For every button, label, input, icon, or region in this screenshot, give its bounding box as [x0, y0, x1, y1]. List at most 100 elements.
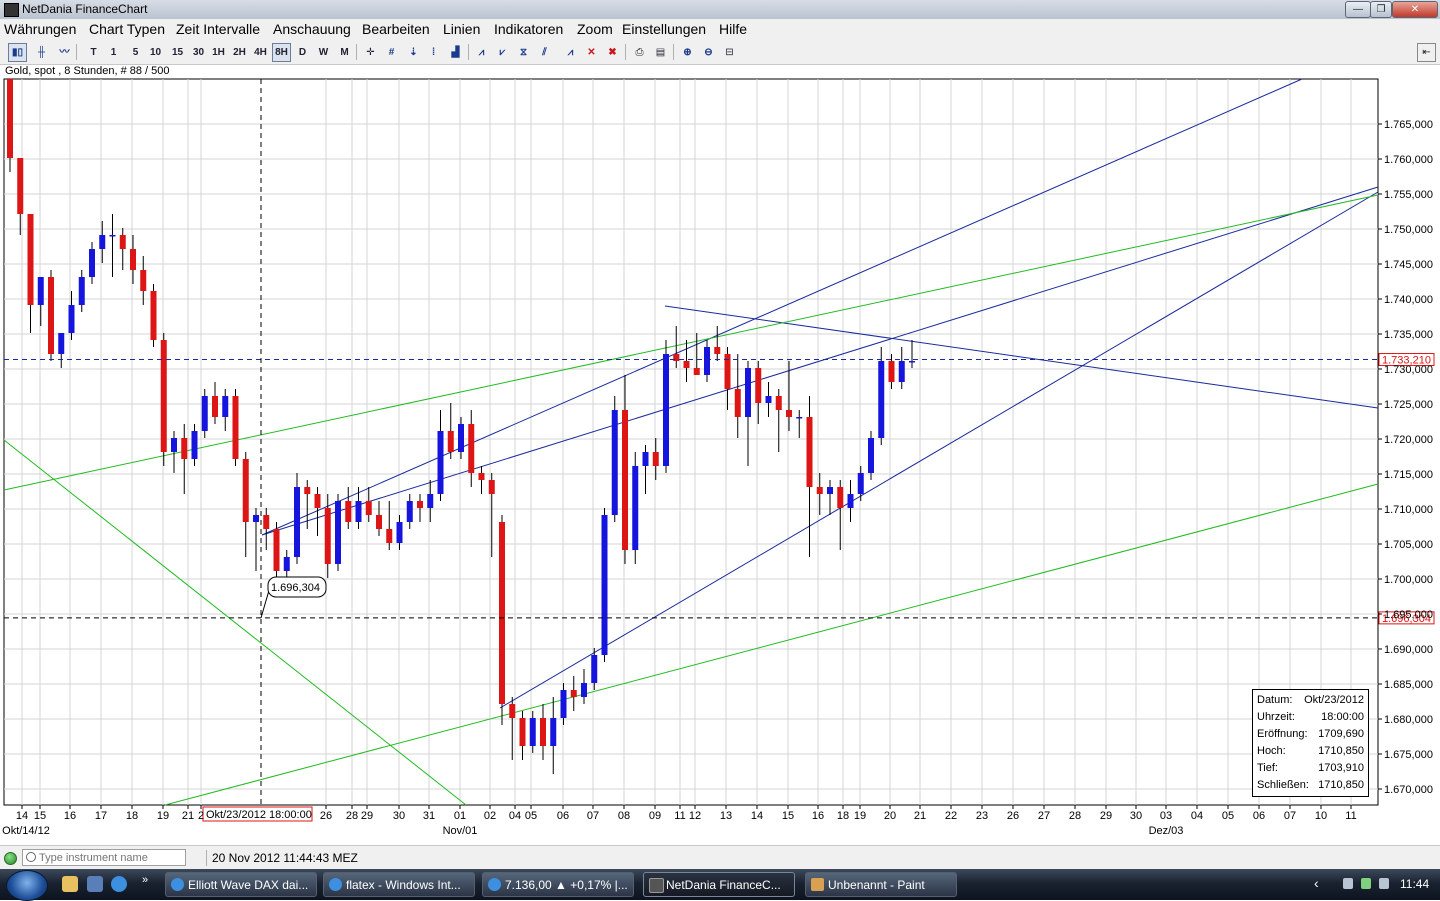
tray-app-icon[interactable]	[1361, 878, 1371, 889]
candle	[109, 214, 116, 277]
interval-button-15[interactable]: 15	[171, 47, 184, 58]
candle	[632, 452, 639, 564]
interval-button-2h[interactable]: 2H	[233, 47, 246, 58]
pin-toolbar-icon[interactable]: ⇤	[1417, 43, 1436, 62]
interval-button-4h[interactable]: 4H	[254, 47, 267, 58]
task-netdania[interactable]: NetDania FinanceC...	[643, 872, 795, 897]
fibonacci-icon[interactable]: ⧖	[519, 47, 528, 58]
network-icon[interactable]	[1343, 878, 1353, 889]
maximize-button[interactable]: ❐	[1370, 1, 1392, 18]
indicator-icon[interactable]: ▟	[451, 47, 460, 58]
print-preview-icon[interactable]: ▤	[655, 47, 666, 58]
explorer-icon[interactable]	[62, 876, 78, 892]
menu-hilfe[interactable]: Hilfe	[719, 21, 748, 37]
instrument-search-input[interactable]	[22, 849, 186, 866]
candle-body	[58, 333, 65, 354]
menu-waehrungen[interactable]: Währungen	[4, 21, 77, 37]
zoom-out-icon[interactable]: ⊖	[704, 47, 713, 58]
x-tick-label: 11	[674, 810, 685, 822]
candle-body	[27, 214, 34, 305]
menu-bearbeiten[interactable]: Bearbeiten	[362, 21, 430, 37]
y-tick-label: 1.690,000	[1384, 644, 1433, 656]
candle	[458, 417, 464, 459]
interval-button-d[interactable]: D	[298, 47, 307, 58]
channel-icon[interactable]: ⩗	[499, 47, 506, 58]
task-paint[interactable]: Unbenannt - Paint	[805, 872, 957, 897]
candle	[365, 487, 372, 522]
delete-line-icon[interactable]: ⩘	[567, 47, 574, 58]
interval-button-5[interactable]: 5	[132, 47, 139, 58]
x-tick-label: 10	[1315, 810, 1327, 822]
menu-zoom[interactable]: Zoom	[577, 21, 613, 37]
candle	[488, 473, 495, 557]
candle-body	[693, 368, 700, 375]
start-button[interactable]	[6, 870, 48, 901]
zoom-reset-icon[interactable]: ⊟	[725, 47, 734, 58]
candle-body	[447, 431, 454, 452]
candle-body	[181, 438, 188, 459]
y-tick-label: 1.710,000	[1384, 504, 1433, 516]
show-desktop-icon[interactable]	[87, 876, 103, 892]
bar-chart-icon[interactable]: ╫	[37, 47, 46, 58]
candle	[683, 340, 690, 382]
current-price-tag-box	[1378, 353, 1435, 367]
cursor-icon[interactable]: ⇣	[409, 47, 418, 58]
line-chart-icon[interactable]: 〰	[59, 47, 70, 58]
trendline-icon[interactable]: ⩘	[478, 47, 485, 58]
grid-icon[interactable]: #	[388, 47, 395, 58]
candle-body	[48, 277, 54, 354]
crosshair-price-tag-box	[1378, 611, 1435, 625]
zoom-in-icon[interactable]: ⊕	[683, 47, 692, 58]
menu-zeit-intervalle[interactable]: Zeit Intervalle	[176, 21, 261, 37]
candle-body	[499, 522, 505, 704]
toolbar-separator	[76, 44, 77, 60]
candle-body	[232, 396, 239, 459]
parallel-lines-icon[interactable]: ⫽	[542, 47, 547, 58]
low-marker-label: 1.696,304	[271, 582, 320, 594]
candle	[909, 340, 915, 368]
tray-expand-icon[interactable]: ‹	[1314, 875, 1319, 891]
candle	[68, 291, 75, 340]
candle	[191, 424, 198, 466]
delete-all-icon[interactable]: ✖	[608, 47, 617, 58]
print-icon[interactable]: ⎙	[635, 47, 644, 58]
taskbar-clock[interactable]: 11:44	[1400, 877, 1430, 891]
quicklaunch-more-icon[interactable]: »	[142, 874, 149, 886]
internet-explorer-icon[interactable]	[111, 876, 127, 892]
menu-anschauung[interactable]: Anschauung	[273, 21, 351, 37]
menu-chart-typen[interactable]: Chart Typen	[89, 21, 166, 37]
menu-indikatoren[interactable]: Indikatoren	[494, 21, 564, 37]
vertical-scale-icon[interactable]: ⁞	[431, 47, 436, 58]
interval-button-w[interactable]: W	[318, 47, 329, 58]
close-button[interactable]: ✕	[1392, 1, 1438, 18]
x-tick-label: 28	[346, 810, 358, 822]
interval-button-t[interactable]: T	[90, 47, 97, 58]
x-tick-label: 21	[182, 810, 194, 822]
x-tick-label: 26	[1007, 810, 1019, 822]
interval-button-m[interactable]: M	[340, 47, 349, 58]
price-chart[interactable]: 1.733,210 1.696,304 Okt/23/2012 18:00:00 1.…	[0, 0, 1440, 845]
candle-body	[201, 396, 208, 431]
interval-button-1h[interactable]: 1H	[212, 47, 225, 58]
x-tick-label: 01	[454, 810, 466, 822]
candle	[99, 221, 106, 263]
candle-body	[663, 354, 669, 466]
interval-button-30[interactable]: 30	[192, 47, 205, 58]
volume-icon[interactable]	[1379, 878, 1389, 889]
task-elliott-wave[interactable]: Elliott Wave DAX dai...	[165, 872, 317, 897]
candle	[714, 326, 721, 361]
low-marker-box	[267, 576, 327, 598]
candle-body	[581, 683, 587, 697]
menu-einstellungen[interactable]: Einstellungen	[622, 21, 707, 37]
interval-button-1[interactable]: 1	[110, 47, 117, 58]
delete-icon[interactable]: ✕	[587, 47, 596, 58]
candle-body	[529, 718, 536, 746]
interval-button-8h[interactable]: 8H	[272, 43, 291, 62]
task-flatex[interactable]: flatex - Windows Int...	[323, 872, 475, 897]
candle	[150, 284, 157, 347]
interval-button-10[interactable]: 10	[149, 47, 162, 58]
menu-linien[interactable]: Linien	[443, 21, 481, 37]
task-dax-quote[interactable]: 7.136,00 ▲ +0,17% |...	[482, 872, 634, 897]
crosshair-icon[interactable]: ✛	[366, 47, 375, 58]
candlestick-chart-icon[interactable]: ▮▯	[8, 43, 27, 62]
